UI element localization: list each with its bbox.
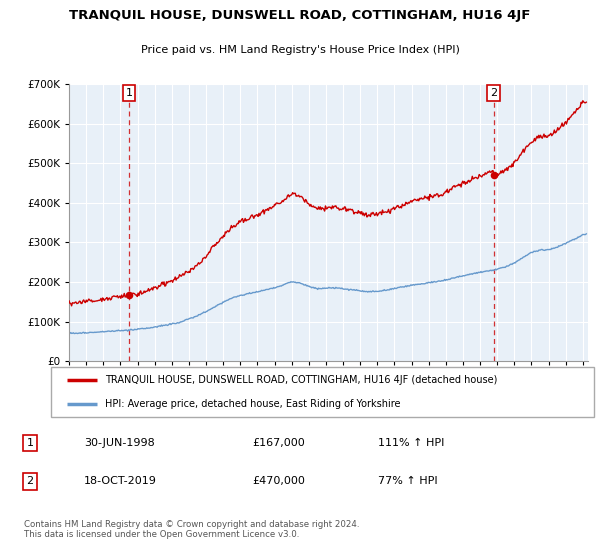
Text: TRANQUIL HOUSE, DUNSWELL ROAD, COTTINGHAM, HU16 4JF (detached house): TRANQUIL HOUSE, DUNSWELL ROAD, COTTINGHA… (106, 375, 497, 385)
Text: 18-OCT-2019: 18-OCT-2019 (84, 477, 157, 487)
Text: £470,000: £470,000 (252, 477, 305, 487)
Text: HPI: Average price, detached house, East Riding of Yorkshire: HPI: Average price, detached house, East… (106, 399, 401, 409)
Text: Contains HM Land Registry data © Crown copyright and database right 2024.
This d: Contains HM Land Registry data © Crown c… (24, 520, 359, 539)
Text: 77% ↑ HPI: 77% ↑ HPI (378, 477, 437, 487)
Text: Price paid vs. HM Land Registry's House Price Index (HPI): Price paid vs. HM Land Registry's House … (140, 45, 460, 55)
Text: TRANQUIL HOUSE, DUNSWELL ROAD, COTTINGHAM, HU16 4JF: TRANQUIL HOUSE, DUNSWELL ROAD, COTTINGHA… (70, 8, 530, 22)
Text: 1: 1 (26, 438, 34, 448)
Text: 2: 2 (490, 88, 497, 98)
Text: 111% ↑ HPI: 111% ↑ HPI (378, 438, 445, 448)
Text: 30-JUN-1998: 30-JUN-1998 (84, 438, 155, 448)
Text: 1: 1 (125, 88, 133, 98)
Point (124, 291, 134, 300)
Text: £167,000: £167,000 (252, 438, 305, 448)
FancyBboxPatch shape (51, 367, 594, 417)
Point (489, 171, 499, 180)
Text: 2: 2 (26, 477, 34, 487)
